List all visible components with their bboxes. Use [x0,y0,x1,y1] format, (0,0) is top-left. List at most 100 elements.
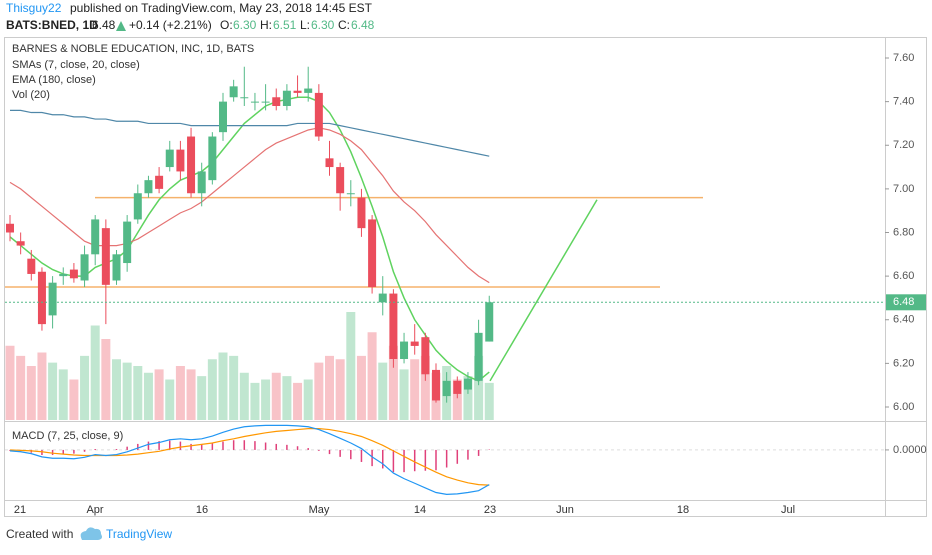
candle-body [229,86,238,98]
volume-bar [207,359,217,420]
macd-tick-label: 0.0000 [893,444,927,456]
volume-bar [410,359,420,420]
candle-body [325,158,334,168]
volume-bar [282,376,292,420]
candle-body [485,302,494,342]
candle-body [346,193,355,195]
price-tick-label: 6.80 [893,226,914,238]
candle-body [165,149,174,168]
volume-bar [154,369,164,420]
symbol: BATS:BNED, 1D [6,18,98,32]
volume-bar [26,366,36,420]
volume-bar [293,382,303,420]
volume-bar [261,379,271,420]
candle-body [133,193,142,220]
l-value: 6.30 [311,18,335,32]
volume-bar [474,355,484,420]
legend-vol: Vol (20) [12,89,50,101]
volume-bar [250,382,260,420]
candle-body [400,341,409,360]
price-tick-label: 6.00 [893,401,914,413]
candle-body [59,273,68,277]
legend-ema: EMA (180, close) [12,74,96,86]
volume-bar [133,366,143,420]
candle-body [80,254,89,281]
x-tick-label: 23 [484,504,496,516]
author[interactable]: Thisguy22 [6,1,62,15]
volume-bar [356,355,366,420]
candle-body [187,136,196,194]
candle-body [6,223,14,233]
x-tick-label: Apr [86,504,103,516]
price-tick-label: 7.20 [893,139,914,151]
change: +0.14 (+2.21%) [129,18,212,32]
indicator-line [9,96,490,382]
candle-body [304,88,313,93]
c-label: C: [338,18,350,32]
price: 6.48 [92,18,116,32]
candle-body [123,221,132,264]
h-label: H: [260,18,272,32]
volume-bar [452,379,462,420]
volume-bar [69,379,79,420]
volume-bar [165,379,175,420]
volume-bar [346,312,356,420]
indicator-line [9,127,490,284]
chart-title: BARNES & NOBLE EDUCATION, INC, 1D, BATS [12,43,254,55]
x-tick-label: 16 [196,504,208,516]
candle-body [389,293,398,360]
candle-body [27,258,36,274]
footer-brand[interactable]: TradingView [106,527,172,541]
volume-bar [335,359,345,420]
legend-sma: SMAs (7, close, 20, close) [12,59,140,71]
volume-bar [5,345,15,420]
volume-bar [122,362,132,420]
x-tick-label: 21 [14,504,26,516]
volume-bar [37,352,47,420]
volume-bar [239,372,249,420]
volume-bar [314,362,324,420]
indicator-line [10,109,490,157]
price-tick-label: 6.40 [893,314,914,326]
candle-body [421,337,430,375]
up-arrow [116,21,126,31]
volume-bar [48,362,58,420]
candle-body [208,136,217,181]
volume-bar [463,376,473,420]
candle-body [144,180,153,194]
candle-body [48,282,57,316]
candle-body [463,378,472,390]
last-price-tag [886,294,926,311]
chart-frame [4,37,927,517]
candle-body [91,219,100,255]
x-tick-label: Jul [781,504,795,516]
footer-bar [0,518,932,550]
volume-bar [143,372,153,420]
volume-bar [399,369,409,420]
tv-logo [80,527,102,540]
l-label: L: [300,18,310,32]
candle-body [410,341,419,346]
candle-body [282,90,291,106]
volume-bar [388,345,398,420]
price-tick-label: 6.20 [893,357,914,369]
candle-body [368,219,377,288]
volume-bar [229,355,239,420]
x-tick-label: May [309,504,330,516]
candle-body [336,167,345,194]
footer-created: Created with [6,527,73,541]
price-tick-label: 7.40 [893,96,914,108]
volume-bar [186,369,196,420]
candle-body [37,271,46,325]
candle-body [442,380,451,397]
candle-body [261,101,270,103]
candle-body [378,293,387,303]
volume-bar [112,359,121,420]
candle-body [314,92,323,137]
projection-line [489,199,598,382]
macd-line [9,424,490,495]
volume-bar [303,379,313,420]
last-price-label: 6.48 [893,296,914,308]
h-value: 6.51 [273,18,297,32]
